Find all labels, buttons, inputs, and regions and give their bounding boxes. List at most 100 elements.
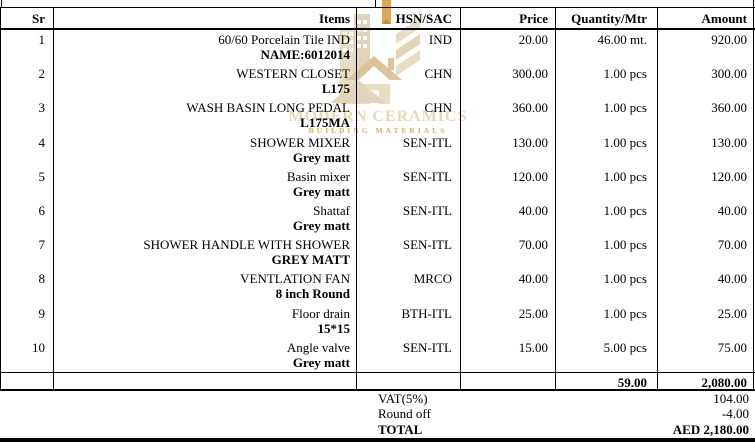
sr-cell: 6 [1, 200, 54, 236]
col-header-price: Price [461, 8, 556, 28]
hsn-cell: SEN-ITL [357, 337, 461, 372]
item-name: WESTERN CLOSET [236, 66, 350, 82]
item-cell: SHOWER HANDLE WITH SHOWER GREY MATT [54, 235, 357, 270]
col-header-sr: Sr [1, 8, 54, 28]
price-cell: 360.00 [461, 98, 556, 133]
item-spec: GREY MATT [271, 252, 350, 268]
subtotal-amount-value: 2,080.00 [658, 372, 754, 389]
amount-cell: 40.00 [658, 269, 754, 304]
col-header-items: Items [54, 8, 357, 28]
table-row: 2 WESTERN CLOSET L175 CHN 300.00 1.00 pc… [1, 64, 755, 99]
sr-cell: 4 [1, 132, 54, 167]
item-cell: Floor drain 15*15 [54, 303, 357, 338]
roundoff-value: -4.00 [721, 406, 749, 422]
subtotal-price-cell [461, 372, 556, 389]
vat-value: 104.00 [713, 390, 749, 406]
item-cell: VENTLATION FAN 8 inch Round [54, 269, 357, 304]
table-row: 9 Floor drain 15*15 BTH-ITL 25.00 1.00 p… [1, 303, 755, 338]
watermark-company-name: MODERN CERAMICS [288, 108, 468, 125]
item-spec: L175MA [300, 115, 350, 131]
price-cell: 40.00 [461, 200, 556, 236]
hsn-cell: SEN-ITL [357, 235, 461, 270]
amount-cell: 25.00 [658, 303, 754, 338]
price-cell: 70.00 [461, 235, 556, 270]
item-cell: Shattaf Grey matt [54, 200, 357, 236]
sr-cell: 8 [1, 269, 54, 304]
table-body: 1 60/60 Porcelain Tile IND NAME:6012014 … [0, 30, 755, 372]
table-row: 5 Basin mixer Grey matt SEN-ITL 120.00 1… [1, 166, 755, 201]
price-cell: 300.00 [461, 64, 556, 99]
item-spec: 15*15 [317, 320, 351, 336]
hsn-cell: IND [357, 30, 461, 65]
table-row: 6 Shattaf Grey matt SEN-ITL 40.00 1.00 p… [1, 200, 755, 236]
col-header-qty: Quantity/Mtr [556, 8, 658, 28]
amount-cell: 40.00 [658, 200, 754, 236]
amount-cell: 360.00 [658, 98, 754, 133]
sr-cell: 7 [1, 235, 54, 270]
price-cell: 40.00 [461, 269, 556, 304]
subtotal-hsn-cell [357, 372, 461, 389]
table-row: 4 SHOWER MIXER Grey matt SEN-ITL 130.00 … [1, 132, 755, 167]
item-cell: WASH BASIN LONG PEDAL L175MA [54, 98, 357, 133]
qty-cell: 1.00 pcs [556, 166, 658, 201]
col-header-hsn: HSN/SAC [357, 8, 461, 28]
table-row: 3 WASH BASIN LONG PEDAL L175MA CHN 360.0… [1, 98, 755, 133]
qty-cell: 1.00 pcs [556, 303, 658, 338]
item-name: 60/60 Porcelain Tile IND [218, 32, 350, 47]
subtotal-items-cell [54, 372, 357, 389]
item-name: SHOWER HANDLE WITH SHOWER [143, 237, 350, 253]
qty-cell: 1.00 pcs [556, 200, 658, 236]
sr-cell: 1 [1, 30, 54, 65]
watermark-tagline: BUILDING MATERIALS [308, 126, 448, 135]
table-row: 8 VENTLATION FAN 8 inch Round MRCO 40.00… [1, 269, 755, 304]
subtotal-sr-cell [1, 372, 54, 389]
total-value: AED 2,180.00 [672, 421, 749, 437]
item-spec: NAME:6012014 [260, 47, 350, 62]
item-spec: Grey matt [292, 354, 350, 370]
price-cell: 25.00 [461, 303, 556, 338]
item-cell: Angle valve Grey matt [54, 337, 357, 372]
qty-cell: 1.00 pcs [556, 132, 658, 167]
sr-cell: 9 [1, 303, 54, 338]
item-name: SHOWER MIXER [249, 134, 350, 150]
vat-label: VAT(5%) [378, 390, 428, 406]
ceramics-logo-icon [330, 0, 420, 104]
amount-cell: 70.00 [658, 235, 754, 270]
item-cell: Basin mixer Grey matt [54, 166, 357, 201]
hsn-cell: SEN-ITL [357, 166, 461, 201]
item-name: Basin mixer [286, 168, 350, 184]
amount-cell: 130.00 [658, 132, 754, 167]
qty-cell: 5.00 pcs [556, 337, 658, 372]
item-spec: Grey matt [292, 183, 350, 199]
item-spec: Grey matt [292, 149, 350, 165]
top-strip [0, 0, 755, 8]
summary-section: VAT(5%) 104.00 Round off -4.00 TOTAL AED… [0, 391, 755, 438]
table-row: 7 SHOWER HANDLE WITH SHOWER GREY MATT SE… [1, 235, 755, 270]
qty-cell: 1.00 pcs [556, 235, 658, 270]
item-cell: SHOWER MIXER Grey matt [54, 132, 357, 167]
hsn-cell: MRCO [357, 269, 461, 304]
item-spec: L175 [321, 81, 350, 97]
amount-cell: 75.00 [658, 337, 754, 372]
qty-cell: 1.00 pcs [556, 269, 658, 304]
subtotal-row: 59.00 2,080.00 [0, 371, 755, 391]
hsn-cell: CHN [357, 64, 461, 99]
price-cell: 15.00 [461, 337, 556, 372]
amount-cell: 300.00 [658, 64, 754, 99]
divider [753, 0, 754, 7]
bottom-border-bar [0, 438, 755, 442]
price-cell: 120.00 [461, 166, 556, 201]
amount-cell: 120.00 [658, 166, 754, 201]
item-name: Floor drain [291, 305, 350, 321]
item-cell: 60/60 Porcelain Tile IND NAME:6012014 [54, 30, 357, 65]
table-row: 10 Angle valve Grey matt SEN-ITL 15.00 5… [1, 337, 755, 372]
hsn-cell: SEN-ITL [357, 200, 461, 236]
item-name: Shattaf [313, 202, 350, 218]
price-cell: 20.00 [461, 30, 556, 65]
sr-cell: 5 [1, 166, 54, 201]
vat-row: VAT(5%) 104.00 [0, 391, 755, 407]
price-cell: 130.00 [461, 132, 556, 167]
roundoff-row: Round off -4.00 [0, 406, 755, 422]
